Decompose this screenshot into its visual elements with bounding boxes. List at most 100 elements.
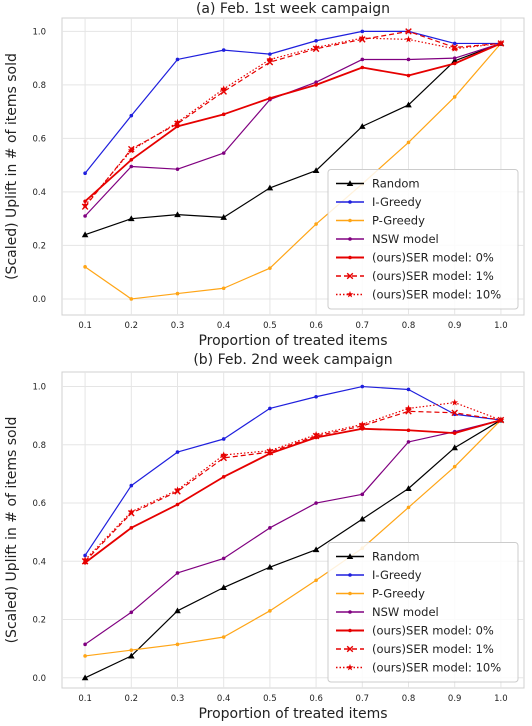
chart-1-data-point [83,265,87,269]
chart-2-data-point [128,652,135,659]
chart-2-legend-label: (ours)SER model: 10% [372,661,501,675]
chart-1-data-point [452,61,457,66]
chart-2-legend-entry: Random [336,550,420,564]
chart-1-data-point [220,214,227,220]
chart-2-legend-label: (ours)SER model: 1% [372,642,494,656]
chart-1-data-point [266,55,274,63]
chart-2-x-tick-label: 1.0 [494,694,508,704]
chart-2-data-point [406,428,411,433]
chart-1-data-point [127,146,135,154]
chart-2-data-point [359,515,366,522]
chart-2-legend-label: Random [372,550,420,564]
chart-2-x-tick-label: 0.9 [448,694,462,704]
chart-1-legend-marker [348,255,352,260]
chart-1-title: (a) Feb. 1st week campaign [196,1,390,17]
chart-1-y-tick-label: 0.6 [32,134,46,144]
chart-2-legend-label: (ours)SER model: 0% [372,624,494,638]
chart-1-data-point [405,28,412,35]
chart-2-legend-marker [348,610,352,614]
chart-1-y-tick-label: 0.4 [32,188,46,198]
chart-2-x-tick-label: 0.6 [309,694,323,704]
chart-1-legend-entry: (ours)SER model: 1% [336,269,494,283]
chart-2-data-point [83,553,87,558]
chart-2-data-point [220,451,228,458]
chart-1-data-point [360,65,365,70]
chart-1-data-point [360,57,365,62]
chart-1-data-point [360,29,365,34]
chart-2-legend-entry: (ours)SER model: 0% [336,624,494,638]
chart-1-x-tick-label: 0.6 [309,321,323,331]
chart-2-series-line [84,401,502,561]
chart-2-data-point [451,409,458,417]
chart-2-x-axis-label: Proportion of treated items [198,706,387,722]
chart-1-data-point [174,211,181,218]
chart-1-data-point [81,201,89,209]
chart-1-data-point [312,167,320,173]
chart-1-data-point [314,222,318,226]
chart-2-legend-marker [346,663,354,671]
chart-1-x-tick-label: 0.4 [217,321,231,331]
chart-1-y-tick-label: 0.0 [32,295,46,305]
chart-1-series-line [84,42,502,236]
chart-1-legend-entry: (ours)SER model: 0% [336,251,494,265]
chart-1-legend-label: I-Greedy [372,195,422,209]
chart-1-data-point [452,56,457,60]
chart-2-series-line [84,419,502,645]
chart-2-legend-entry: NSW model [336,605,439,619]
chart-2-data-point [266,447,274,454]
chart-2-legend-label: P-Greedy [372,587,425,601]
chart-2-legend-entry: (ours)SER model: 10% [336,661,501,675]
chart-2-data-point [497,416,505,423]
chart-2-data-point [127,508,135,515]
chart-2-series-line [85,419,502,657]
chart-2-data-point [312,431,320,438]
chart-2-legend-entry: P-Greedy [336,587,425,601]
chart-1-x-axis-label: Proportion of treated items [198,333,387,349]
chart-2-data-point [174,486,181,493]
chart-1-series-line [84,42,502,202]
chart-1-y-axis-label: (Scaled) Uplift in # of items sold [4,53,20,280]
chart-2-data-point [451,444,458,451]
chart-1-data-point [221,286,226,291]
chart-2-data-point [129,648,134,652]
chart-1-data-point [129,164,134,169]
chart-2-data-point [220,584,227,590]
chart-1-legend-marker [346,180,354,186]
chart-2-data-point [268,526,272,530]
chart-1-legend-label: (ours)SER model: 10% [372,288,501,302]
chart-1-legend-marker [348,237,352,241]
chart-2-data-point [175,502,180,507]
chart-2-legend-label: I-Greedy [372,568,422,582]
chart-1-legend-marker [348,200,352,204]
chart-2-legend-entry: (ours)SER model: 1% [336,642,494,656]
chart-2-title: (b) Feb. 2nd week campaign [193,352,392,368]
chart-2-y-axis-label: (Scaled) Uplift in # of items sold [4,417,20,644]
chart-2-legend-marker [348,573,352,577]
chart-2-legend-marker [346,645,354,653]
chart-1-data-point [405,101,412,108]
chart-1-data-point [358,34,366,41]
chart-1-data-point [312,43,320,51]
chart-2-legend-marker [348,591,352,596]
chart-1-data-point [175,291,180,296]
chart-1-data-point [175,57,180,62]
chart-1-data-point [129,113,134,118]
chart-1-x-tick-label: 0.3 [171,321,185,331]
chart-2-data-point [268,406,272,411]
chart-2-series-line [84,419,502,679]
chart-2-data-point [221,475,226,479]
chart-1-data-point [359,123,366,129]
chart-2-series-7 [81,398,505,563]
chart-2-data-point [358,420,366,428]
chart-2-data-point [83,654,87,658]
chart-1-data-point [83,199,87,204]
chart-2-series-3 [83,418,503,658]
chart-2-data-point [175,571,180,575]
chart-1-plot: 0.1 0.2 0.3 0.4 0.5 0.6 0.7 0.8 0.9 1.0 0.0 0.2 0.4 0… [32,17,525,331]
chart-2-data-point [174,607,181,614]
chart-1-x-tick-label: 0.1 [78,321,92,331]
chart-1-data-point [220,88,227,95]
chart-2-series-line [84,385,501,556]
chart-2-x-tick-label: 0.3 [171,694,185,704]
